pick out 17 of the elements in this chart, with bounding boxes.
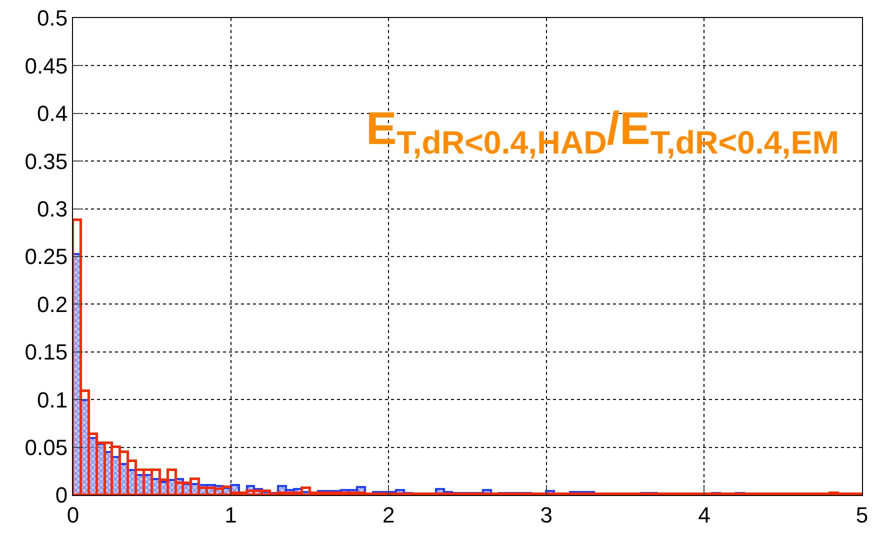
x-tick-label: 3 [540,502,553,528]
x-tick-label: 5 [856,502,868,528]
y-tick-label: 0.15 [24,340,68,365]
text: E$_{T,dR<0.4,HAD}$/E$_{T,dR<0.4,EM}$ [366,102,840,161]
y-tick-label: 0.25 [24,244,68,270]
y-tick-label: 0.1 [37,387,68,412]
y-tick-label: 0.45 [24,53,68,78]
y-tick-label: 0.3 [37,196,68,222]
x-tick-label: 2 [382,502,395,528]
y-tick-label: 0.35 [24,148,68,174]
x-tick-label: 4 [698,502,710,528]
y-tick-label: 0.4 [37,101,68,126]
y-tick-label: 0.5 [37,6,68,31]
y-tick-label: 0 [55,482,68,508]
x-tick-label: 1 [224,502,237,528]
y-tick-label: 0.2 [37,292,68,317]
y-tick-label: 0.05 [24,435,68,460]
